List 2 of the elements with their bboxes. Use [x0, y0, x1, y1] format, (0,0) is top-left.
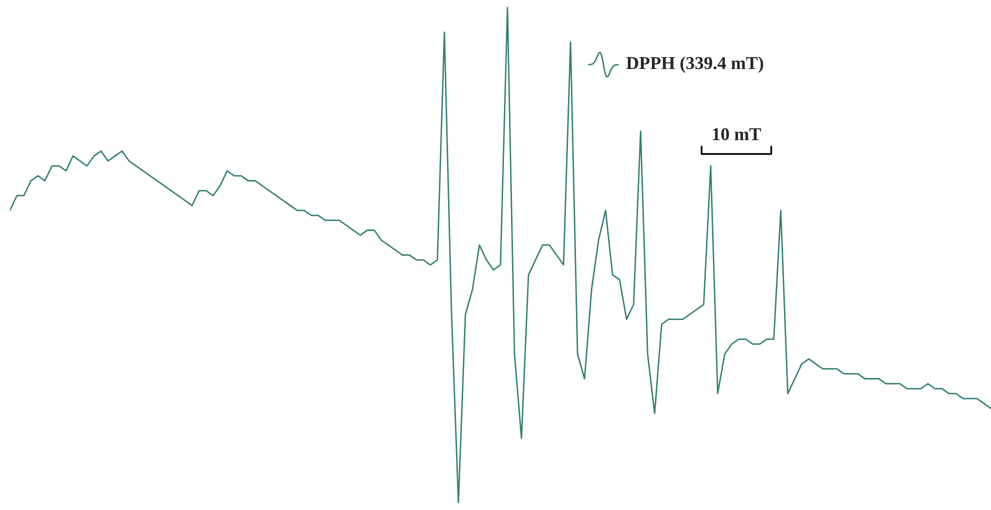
- annotation: 10 mT: [713, 128, 761, 140]
- annotation: DPPH (339.4 mT): [626, 56, 764, 73]
